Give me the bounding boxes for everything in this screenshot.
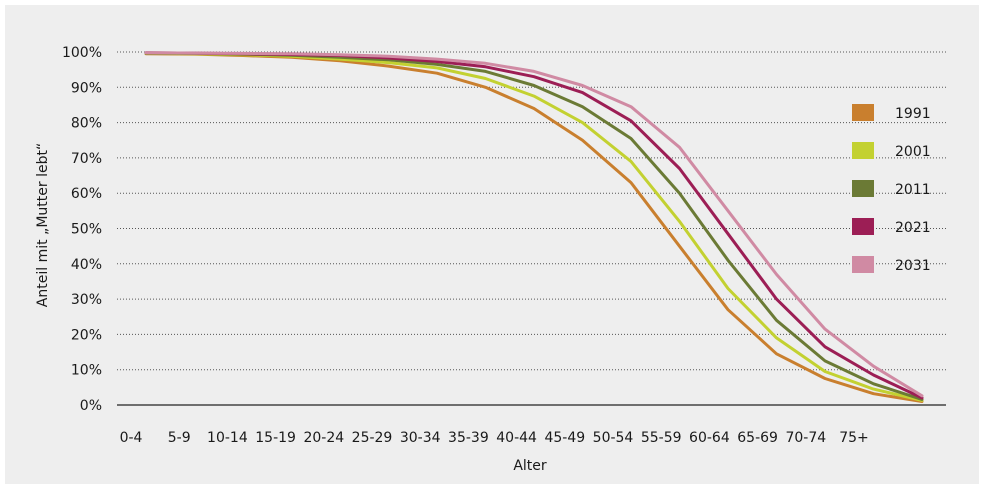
y-tick-label: 40% [71, 257, 102, 273]
x-axis-title: Alter [513, 458, 547, 474]
x-tick-label: 40-44 [496, 430, 537, 446]
series-lines [144, 51, 924, 403]
y-tick-label: 20% [71, 327, 102, 343]
x-tick-label: 60-64 [689, 430, 730, 446]
legend-swatch-2021 [852, 218, 874, 235]
y-tick-labels: 0% 10% 20% 30% 40% 50% 60% 70% 80% 90% 100% [62, 45, 102, 414]
series-line-2011 [144, 51, 924, 401]
y-tick-label: 100% [62, 45, 102, 61]
y-tick-label: 0% [80, 398, 102, 414]
x-tick-label: 55-59 [641, 430, 682, 446]
x-tick-label: 30-34 [400, 430, 441, 446]
x-tick-label: 65-69 [737, 430, 778, 446]
x-tick-label: 5-9 [168, 430, 191, 446]
legend: 1991 2001 2011 2021 2031 [852, 104, 931, 274]
x-tick-label: 75+ [839, 430, 869, 446]
x-tick-label: 35-39 [448, 430, 489, 446]
x-tick-label: 10-14 [207, 430, 248, 446]
y-tick-label: 70% [71, 151, 102, 167]
legend-label-2001: 2001 [895, 144, 931, 160]
chart-panel [5, 5, 979, 484]
series-line-1991 [144, 52, 924, 403]
legend-swatch-2001 [852, 142, 874, 159]
y-axis-title: Anteil mit „Mutter lebt“ [35, 143, 51, 307]
legend-label-2031: 2031 [895, 258, 931, 274]
x-tick-label: 70-74 [785, 430, 826, 446]
y-tick-label: 90% [71, 80, 102, 96]
legend-label-2021: 2021 [895, 220, 931, 236]
series-line-2031 [144, 51, 924, 398]
y-tick-label: 50% [71, 222, 102, 238]
x-tick-labels: 0-4 5-9 10-14 15-19 20-24 25-29 30-34 35-39 40-4… [120, 430, 869, 446]
y-tick-label: 60% [71, 186, 102, 202]
y-tick-label: 80% [71, 116, 102, 132]
legend-swatch-2031 [852, 256, 874, 273]
y-tick-label: 10% [71, 363, 102, 379]
x-tick-label: 45-49 [544, 430, 585, 446]
legend-swatch-2011 [852, 180, 874, 197]
series-line-2001 [144, 51, 924, 402]
x-tick-label: 50-54 [593, 430, 634, 446]
y-tick-label: 30% [71, 292, 102, 308]
legend-label-2011: 2011 [895, 182, 931, 198]
legend-label-1991: 1991 [895, 106, 931, 122]
gridlines [117, 51, 946, 371]
x-tick-label: 20-24 [303, 430, 344, 446]
legend-swatch-1991 [852, 104, 874, 121]
x-tick-label: 25-29 [352, 430, 393, 446]
x-tick-label: 15-19 [255, 430, 296, 446]
x-tick-label: 0-4 [120, 430, 143, 446]
